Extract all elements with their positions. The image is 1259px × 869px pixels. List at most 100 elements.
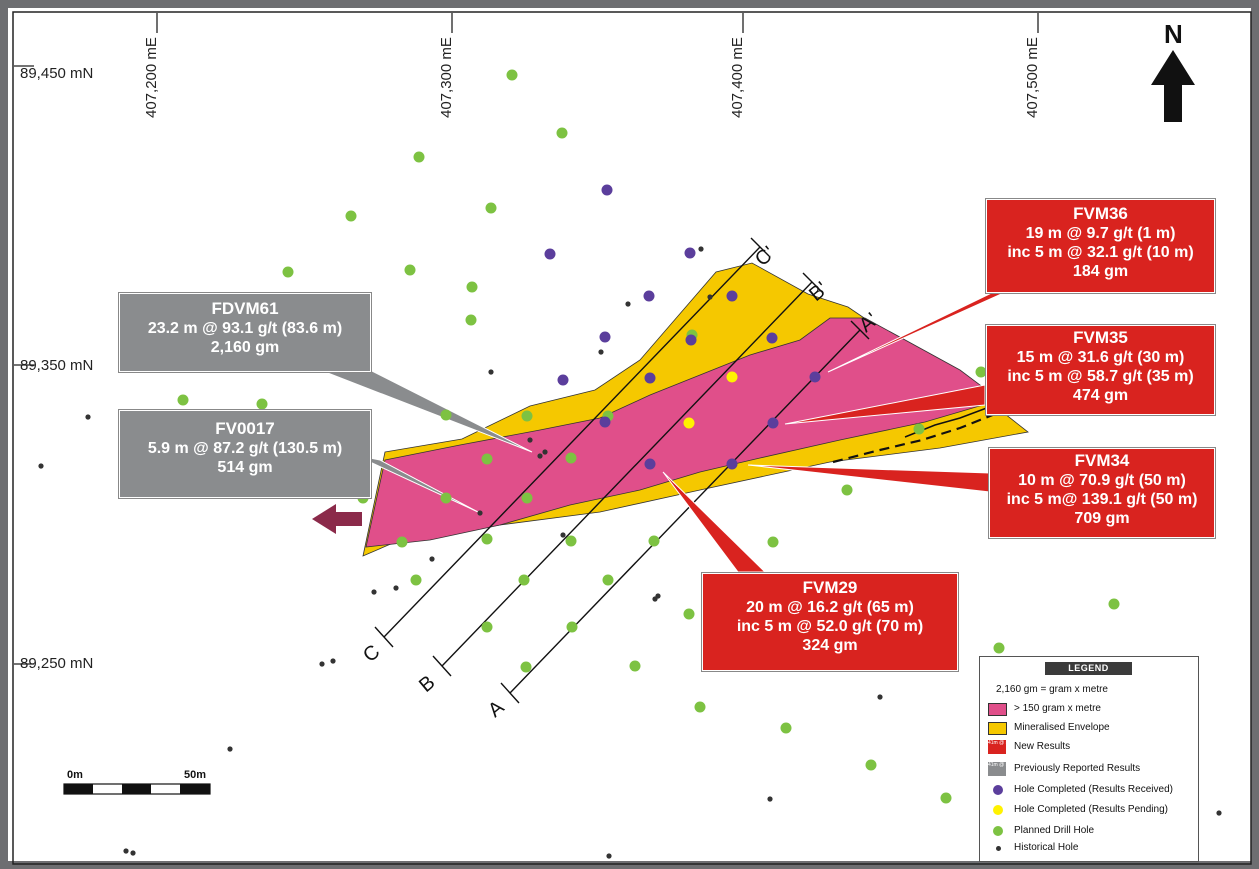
- callout-line: 15 m @ 31.6 g/t (30 m): [1016, 349, 1185, 366]
- direction-arrow-icon: [312, 504, 362, 534]
- planned-drill-hole: [975, 366, 987, 378]
- callout-line: 20 m @ 16.2 g/t (65 m): [746, 599, 914, 616]
- high-grade-zone: [365, 317, 1001, 548]
- legend-label: New Results: [1014, 741, 1071, 752]
- historical-hole-icon: [996, 846, 1001, 851]
- planned-drill-hole: [565, 452, 577, 464]
- planned-drill-hole: [648, 535, 660, 547]
- easting-label: 407,200 mE: [143, 37, 160, 118]
- completed-drill-hole: [726, 458, 738, 470]
- callout-line: 10 m @ 70.9 g/t (50 m): [1018, 472, 1186, 489]
- completed-drill-hole: [544, 248, 556, 260]
- historical-hole: [488, 369, 494, 375]
- callout-line: 324 gm: [802, 637, 858, 654]
- planned-drill-hole: [913, 423, 925, 435]
- planned-drill-hole: [481, 533, 493, 545]
- planned-drill-hole: [602, 574, 614, 586]
- callout-line: 2,160 gm: [210, 339, 280, 356]
- planned-drill-hole: [485, 202, 497, 214]
- historical-hole: [477, 510, 483, 516]
- section-lines: [374, 237, 870, 704]
- planned-drill-hole: [481, 621, 493, 633]
- historical-hole: [130, 850, 136, 856]
- callout-line: inc 5 m @ 32.1 g/t (10 m): [1007, 244, 1194, 261]
- historical-hole: [38, 463, 44, 469]
- historical-hole: [393, 585, 399, 591]
- planned-drill-hole: [465, 314, 477, 326]
- completed-drill-hole: [599, 331, 611, 343]
- completed-drill-hole: [557, 374, 569, 386]
- previous-results-swatch: 41m @ 5.2 g/t: [988, 762, 1019, 776]
- easting-labels: 407,200 mE 407,300 mE 407,400 mE 407,500…: [143, 37, 1041, 118]
- callout-line: inc 5 m@ 139.1 g/t (50 m): [1006, 491, 1198, 508]
- planned-drill-hole: [841, 484, 853, 496]
- map-inner-frame: [12, 11, 1252, 865]
- callout-title: FVM36: [1073, 204, 1128, 223]
- planned-drill-hole: [865, 759, 877, 771]
- historical-hole: [429, 556, 435, 562]
- drill-holes: [38, 69, 1222, 859]
- planned-drill-hole: [410, 574, 422, 586]
- legend: LEGEND 2,160 gm = gram x metre > 150 gra…: [979, 656, 1199, 862]
- completed-drill-hole: [766, 332, 778, 344]
- planned-drill-hole: [566, 621, 578, 633]
- callout-line: inc 5 m @ 58.7 g/t (35 m): [1007, 368, 1194, 385]
- callout-fvm34: FVM34 10 m @ 70.9 g/t (50 m) inc 5 m@ 13…: [989, 448, 1215, 538]
- historical-hole: [877, 694, 883, 700]
- planned-drill-hole: [520, 661, 532, 673]
- completed-drill-hole: [684, 247, 696, 259]
- legend-label: Mineralised Envelope: [1014, 722, 1110, 733]
- completed-drill-hole: [644, 372, 656, 384]
- planned-drill-hole: [404, 264, 416, 276]
- planned-drill-hole: [629, 660, 641, 672]
- new-results-swatch: 41m @ 5.2 g/t: [988, 740, 1019, 754]
- legend-label: Planned Drill Hole: [1014, 825, 1095, 836]
- callout-title: FVM34: [1074, 451, 1130, 470]
- historical-hole: [85, 414, 91, 420]
- pending-drill-hole: [683, 417, 695, 429]
- callout-line: 184 gm: [1072, 263, 1129, 280]
- callout-fv0017: FV0017 5.9 m @ 87.2 g/t (130.5 m) 514 gm: [119, 410, 371, 498]
- callout-line: 23.2 m @ 93.1 g/t (83.6 m): [147, 320, 343, 337]
- legend-note-text: 2,160 gm = gram x metre: [996, 684, 1108, 695]
- completed-drill-hole: [599, 416, 611, 428]
- historical-hole: [625, 301, 631, 307]
- pointer-fvm35: [784, 384, 986, 425]
- grid-ticks: [14, 13, 1039, 665]
- planned-drill-hole: [256, 398, 268, 410]
- completed-drill-hole: [644, 458, 656, 470]
- planned-hole-icon: [993, 826, 1003, 836]
- completed-drill-hole: [685, 334, 697, 346]
- completed-drill-hole: [601, 184, 613, 196]
- legend-label: Hole Completed (Results Pending): [1014, 804, 1168, 815]
- callout-fvm29: FVM29 20 m @ 16.2 g/t (65 m) inc 5 m @ 5…: [702, 573, 958, 671]
- completed-drill-hole: [809, 371, 821, 383]
- planned-drill-hole: [440, 409, 452, 421]
- legend-title: LEGEND: [1045, 662, 1132, 675]
- historical-hole: [537, 453, 543, 459]
- historical-hole: [767, 796, 773, 802]
- callout-pointers: [319, 271, 1051, 573]
- easting-label: 407,300 mE: [438, 37, 455, 118]
- northing-label: 89,450 mN: [20, 65, 93, 82]
- planned-drill-hole: [993, 642, 1005, 654]
- pending-hole-icon: [993, 805, 1003, 815]
- planned-drill-hole: [940, 792, 952, 804]
- planned-drill-hole: [767, 536, 779, 548]
- planned-drill-hole: [506, 69, 518, 81]
- historical-hole: [371, 589, 377, 595]
- callout-line: 514 gm: [217, 459, 273, 476]
- planned-drill-hole: [345, 210, 357, 222]
- historical-hole: [652, 596, 658, 602]
- completed-drill-hole: [726, 290, 738, 302]
- completed-drill-hole: [767, 417, 779, 429]
- historical-hole: [542, 449, 548, 455]
- pointer-fvm29: [662, 471, 767, 573]
- pending-drill-hole: [726, 371, 738, 383]
- planned-drill-hole: [556, 127, 568, 139]
- historical-hole: [698, 246, 704, 252]
- historical-hole: [227, 746, 233, 752]
- callout-line: 19 m @ 9.7 g/t (1 m): [1025, 225, 1176, 242]
- planned-drill-hole: [282, 266, 294, 278]
